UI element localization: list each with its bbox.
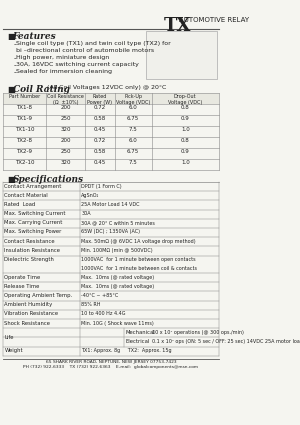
Bar: [146, 31, 217, 79]
Text: Life: Life: [4, 335, 14, 340]
Text: Operate Time: Operate Time: [4, 275, 41, 280]
Text: 25A Motor Load 14 VDC: 25A Motor Load 14 VDC: [81, 202, 140, 207]
Text: 250: 250: [60, 116, 71, 121]
Text: Max. Switching Power: Max. Switching Power: [4, 230, 62, 235]
Text: 85% RH: 85% RH: [81, 302, 101, 307]
Text: 320: 320: [60, 127, 71, 132]
Text: Weight: Weight: [4, 348, 23, 353]
Text: 1000VAC  for 1 minute between open contacts: 1000VAC for 1 minute between open contac…: [81, 257, 196, 262]
Text: Rated
Power (W): Rated Power (W): [87, 94, 112, 105]
Text: Specifications: Specifications: [13, 175, 84, 184]
Text: 200: 200: [60, 138, 71, 143]
Text: 0.58: 0.58: [94, 116, 106, 121]
Text: 250: 250: [60, 149, 71, 154]
Text: 320: 320: [60, 160, 71, 165]
Text: -: -: [13, 69, 16, 75]
Text: Pick-Up
Voltage (VDC): Pick-Up Voltage (VDC): [116, 94, 150, 105]
Text: Shock Resistance: Shock Resistance: [4, 320, 50, 326]
Text: 0.58: 0.58: [94, 149, 106, 154]
Text: DPDT (1 Form C): DPDT (1 Form C): [81, 184, 122, 189]
Text: 6.0: 6.0: [129, 138, 137, 143]
Text: TX1-10: TX1-10: [15, 127, 34, 132]
Text: Contact Arrangement: Contact Arrangement: [4, 184, 62, 189]
Text: Insulation Resistance: Insulation Resistance: [4, 248, 60, 253]
Text: -: -: [13, 62, 16, 68]
Text: (All Coil Voltages 12VDC only) @ 20°C: (All Coil Voltages 12VDC only) @ 20°C: [46, 85, 166, 90]
Text: TX1-8: TX1-8: [16, 105, 32, 110]
Text: Sealed for immersion cleaning: Sealed for immersion cleaning: [16, 69, 112, 74]
Text: 0.1 x 10⁷ ops (ON: 5 sec / OFF: 25 sec) 14VDC 25A motor load: 0.1 x 10⁷ ops (ON: 5 sec / OFF: 25 sec) …: [152, 339, 300, 344]
Text: Rated  Load: Rated Load: [4, 202, 36, 207]
Text: 6.75: 6.75: [127, 116, 139, 121]
Text: 30A @ 20° C within 5 minutes: 30A @ 20° C within 5 minutes: [81, 220, 155, 225]
Text: 30A, 16VDC switching current capacity: 30A, 16VDC switching current capacity: [16, 62, 139, 67]
Text: 6.75: 6.75: [127, 149, 139, 154]
Text: 0.45: 0.45: [94, 127, 106, 132]
Text: 0.8: 0.8: [181, 105, 190, 110]
Text: 7.5: 7.5: [129, 160, 137, 165]
Text: 0.45: 0.45: [94, 160, 106, 165]
Text: Contact Resistance: Contact Resistance: [4, 239, 55, 244]
Text: 0.72: 0.72: [94, 138, 106, 143]
Text: Min. 100MΩ (min @ 500VDC): Min. 100MΩ (min @ 500VDC): [81, 248, 153, 253]
Text: 30A: 30A: [81, 211, 91, 216]
Text: Coil Resistance
(Ω  ±10%): Coil Resistance (Ω ±10%): [47, 94, 84, 105]
Text: ■: ■: [8, 175, 15, 184]
Text: -: -: [13, 55, 16, 61]
Text: TX: TX: [164, 17, 192, 35]
Text: 1.0: 1.0: [181, 127, 190, 132]
Text: 6.0: 6.0: [129, 105, 137, 110]
Text: Max. Switching Current: Max. Switching Current: [4, 211, 66, 216]
Text: Coil Rating: Coil Rating: [13, 85, 69, 94]
Text: 0.9: 0.9: [181, 149, 190, 154]
Text: Single coil type (TX1) and twin coil type (TX2) for: Single coil type (TX1) and twin coil typ…: [16, 41, 171, 46]
Text: TX2-8: TX2-8: [16, 138, 32, 143]
Text: 65W (DC) ; 1350VA (AC): 65W (DC) ; 1350VA (AC): [81, 230, 140, 235]
Text: ■: ■: [8, 32, 15, 41]
Text: PH (732) 922-6333    TX (732) 922-6363    E-mail:  globalcomponents@msn.com: PH (732) 922-6333 TX (732) 922-6363 E-ma…: [23, 366, 198, 369]
Text: Operating Ambient Temp.: Operating Ambient Temp.: [4, 293, 73, 298]
Text: Contact Material: Contact Material: [4, 193, 48, 198]
Text: 10 x 10⁷ operations (@ 300 ops./min): 10 x 10⁷ operations (@ 300 ops./min): [152, 330, 244, 335]
Text: Min. 10G ( Shock wave 11ms): Min. 10G ( Shock wave 11ms): [81, 320, 154, 326]
Text: bi –directional control of automobile motors: bi –directional control of automobile mo…: [16, 48, 154, 53]
Text: Electrical: Electrical: [126, 339, 150, 344]
Text: AUTOMOTIVE RELAY: AUTOMOTIVE RELAY: [179, 17, 249, 23]
Text: Dielectric Strength: Dielectric Strength: [4, 257, 54, 262]
Text: TX1-9: TX1-9: [16, 116, 32, 121]
Text: 0.72: 0.72: [94, 105, 106, 110]
Text: TX2-9: TX2-9: [16, 149, 32, 154]
Text: Release Time: Release Time: [4, 284, 40, 289]
Text: 7.5: 7.5: [129, 127, 137, 132]
Text: Vibration Resistance: Vibration Resistance: [4, 312, 58, 316]
Text: -: -: [13, 41, 16, 47]
Text: TX1: Approx. 8g     TX2:  Approx. 15g: TX1: Approx. 8g TX2: Approx. 15g: [81, 348, 172, 353]
Text: 1000VAC  for 1 minute between coil & contacts: 1000VAC for 1 minute between coil & cont…: [81, 266, 197, 271]
Text: 0.8: 0.8: [181, 138, 190, 143]
Text: ■: ■: [8, 85, 15, 94]
Text: 65 SHARK RIVER ROAD, NEPTUNE, NEW JERSEY 07753-7423: 65 SHARK RIVER ROAD, NEPTUNE, NEW JERSEY…: [46, 360, 176, 364]
Text: 10 to 400 Hz 4.4G: 10 to 400 Hz 4.4G: [81, 312, 126, 316]
Text: -40°C ~ +85°C: -40°C ~ +85°C: [81, 293, 119, 298]
Text: Max. 50mΩ (@ 6VDC 1A voltage drop method): Max. 50mΩ (@ 6VDC 1A voltage drop method…: [81, 239, 196, 244]
Bar: [3, 93, 219, 104]
Text: Ambient Humidity: Ambient Humidity: [4, 302, 53, 307]
Text: Max.  10ms (@ rated voltage): Max. 10ms (@ rated voltage): [81, 275, 154, 280]
Text: Features: Features: [13, 32, 56, 41]
Text: TX2-10: TX2-10: [15, 160, 34, 165]
Text: Part Number: Part Number: [9, 94, 40, 99]
Text: 1.0: 1.0: [181, 160, 190, 165]
Text: 0.9: 0.9: [181, 116, 190, 121]
Text: AgSnO₂: AgSnO₂: [81, 193, 100, 198]
Text: Drop-Out
Voltage (VDC): Drop-Out Voltage (VDC): [168, 94, 203, 105]
Text: High power, miniature design: High power, miniature design: [16, 55, 110, 60]
Text: Max. Carrying Current: Max. Carrying Current: [4, 220, 63, 225]
Text: Max.  10ms (@ rated voltage): Max. 10ms (@ rated voltage): [81, 284, 154, 289]
Text: Mechanical: Mechanical: [126, 330, 155, 335]
Text: 200: 200: [60, 105, 71, 110]
